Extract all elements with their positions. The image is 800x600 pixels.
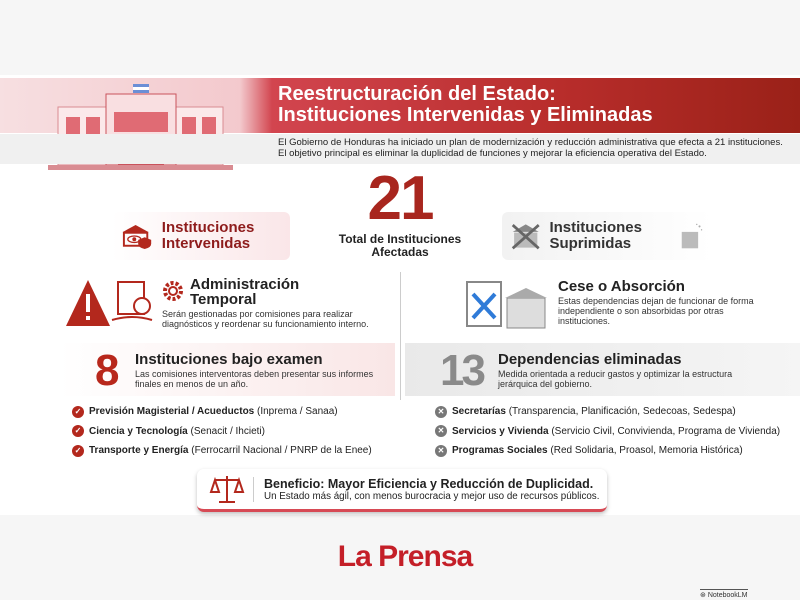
item-bold: Servicios y Vivienda [452,425,549,437]
intervened-pill: Instituciones Intervenidas [112,212,290,260]
crossed-building-icon [511,224,540,250]
total-label: Total de Instituciones Afectadas [338,232,462,259]
list-item: ✓ Transporte y Energía (Ferrocarril Nacio… [72,441,372,461]
column-divider [400,272,401,400]
benefit-text: Beneficio: Mayor Eficiencia y Reducción … [253,476,600,502]
list-item: ✓ Previsión Magisterial / Acueductos (Inp… [72,402,372,422]
item-detail: (Ferrocarril Nacional / PNRP de la Enee) [188,445,372,456]
item-bold: Secretarías [452,406,506,417]
cese-desc: Estas dependencias dejan de funcionar de… [558,296,754,326]
cese-title: Cese o Absorción [558,278,685,295]
item-detail: (Transparencia, Planificación, Sedecoas,… [505,406,736,417]
page-title: Reestructuración del Estado: Institucion… [278,84,653,126]
list-item: ✕ Secretarías (Transparencia, Planificaci… [435,402,780,422]
admin-title: Administración Temporal [190,276,300,308]
list-item: ✓ Ciencia y Tecnología (Senacit / Ihcieti… [72,422,372,442]
right-count-band [405,343,800,396]
eliminated-count-desc: Medida orientada a reducir gastos y opti… [498,369,733,389]
x-icon: ✕ [435,444,447,457]
warning-clipboard-icon [66,280,153,326]
eliminated-list: ✕ Secretarías (Transparencia, Planificaci… [435,402,780,461]
list-item: ✕ Programas Sociales (Red Solidaria, Proa… [435,441,780,461]
item-detail: (Red Solidaria, Proasol, Memoria Históri… [547,445,743,456]
intro-line-2: El objetivo principal es eliminar la dup… [278,148,707,159]
x-icon: ✕ [435,425,447,438]
suppressed-label: Instituciones Suprimidas [549,219,642,252]
benefit-desc: Un Estado más ágil, con menos burocracia… [264,490,600,502]
la-prensa-logo: La Prensa [337,540,473,573]
dissolving-building-icon [682,223,703,249]
title-line-1: Reestructuración del Estado: [278,83,556,105]
eliminated-count-title: Dependencias eliminadas [498,351,682,368]
check-icon: ✓ [72,444,84,457]
intro-text: El Gobierno de Honduras ha iniciado un p… [0,134,800,164]
item-bold: Previsión Magisterial / Acueductos [89,406,255,417]
list-item: ✕ Servicios y Vivienda (Servicio Civil, C… [435,422,780,442]
benefit-box: Beneficio: Mayor Eficiencia y Reducción … [197,469,607,512]
suppressed-pill: Instituciones Suprimidas [502,212,712,260]
item-detail: (Senacit / Ihcieti) [187,425,266,437]
gear-icon [163,281,183,301]
item-bold: Ciencia y Tecnología [89,425,188,437]
intro-line-1: El Gobierno de Honduras ha iniciado un p… [278,137,783,148]
intervened-count-desc: Las comisiones interventoras deben prese… [135,369,374,389]
document-cross-building-icon [466,281,547,329]
item-detail: (Servicio Civil, Convivienda, Programa d… [548,425,781,437]
admin-desc: Serán gestionadas por comisiones para re… [162,309,369,329]
intervened-label: Instituciones Intervenidas [161,219,255,252]
left-count-band [60,343,395,396]
benefit-title: Beneficio: Mayor Eficiencia y Reducción … [264,476,594,491]
notebooklm-watermark: ⊛ NotebookLM [700,589,748,599]
scales-icon [209,476,245,503]
intervened-count-title: Instituciones bajo examen [135,351,323,368]
item-detail: (Inprema / Sanaa) [254,406,338,417]
eliminated-count: 13 [440,346,486,395]
item-bold: Transporte y Energía [89,445,189,456]
check-icon: ✓ [72,425,84,438]
intervened-list: ✓ Previsión Magisterial / Acueductos (Inp… [72,402,372,461]
institution-eye-icon [122,224,152,249]
watermark-text: NotebookLM [707,592,748,599]
check-icon: ✓ [72,405,84,418]
title-line-2: Instituciones Intervenidas y Eliminadas [278,104,653,126]
total-number: 21 [367,164,435,233]
item-bold: Programas Sociales [452,445,548,456]
intervened-count: 8 [95,346,120,395]
x-icon: ✕ [435,405,447,418]
